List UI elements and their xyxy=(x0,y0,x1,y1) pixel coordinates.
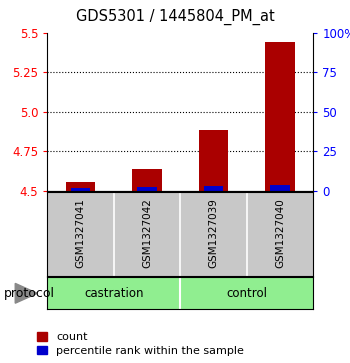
Bar xyxy=(137,187,157,191)
Text: GSM1327040: GSM1327040 xyxy=(275,198,285,268)
Text: control: control xyxy=(226,287,267,300)
Bar xyxy=(270,185,290,191)
Bar xyxy=(265,42,295,191)
Bar xyxy=(198,130,229,191)
Text: GSM1327041: GSM1327041 xyxy=(76,198,85,268)
Bar xyxy=(204,186,223,191)
Text: castration: castration xyxy=(84,287,144,300)
Polygon shape xyxy=(15,284,37,303)
Text: GDS5301 / 1445804_PM_at: GDS5301 / 1445804_PM_at xyxy=(76,9,274,25)
Bar xyxy=(132,169,162,191)
Text: GSM1327042: GSM1327042 xyxy=(142,198,152,268)
Bar xyxy=(65,182,96,191)
Text: protocol: protocol xyxy=(4,287,55,300)
Bar xyxy=(71,188,90,191)
Text: GSM1327039: GSM1327039 xyxy=(209,198,218,268)
Legend: count, percentile rank within the sample: count, percentile rank within the sample xyxy=(37,332,244,356)
